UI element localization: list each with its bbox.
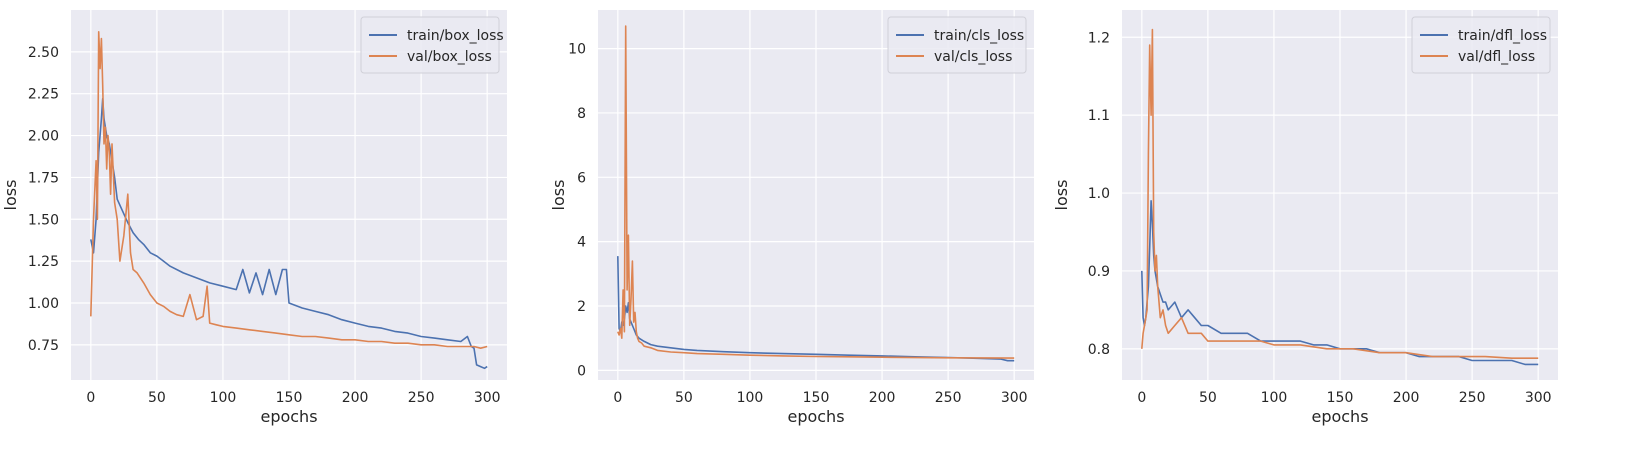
y-axis-label: loss — [1, 180, 20, 211]
legend-box — [1411, 16, 1551, 74]
x-tick-label: 200 — [1393, 390, 1420, 406]
series-line-val-dfl-loss — [1141, 28, 1539, 360]
legend: train/box_loss val/box_loss — [360, 16, 504, 74]
y-tick-label: 2.50 — [28, 45, 59, 61]
x-tick-label: 250 — [408, 390, 435, 406]
y-tick-label: 0.75 — [28, 338, 59, 354]
x-tick-label: 0 — [1137, 390, 1146, 406]
y-tick-label: 8 — [577, 106, 586, 122]
legend-box — [887, 16, 1027, 74]
x-tick-label: 50 — [148, 390, 166, 406]
y-tick-label: 0.9 — [1088, 264, 1110, 280]
y-tick-label: 1.25 — [28, 254, 59, 270]
x-tick-label: 50 — [1199, 390, 1217, 406]
y-tick-label: 0.8 — [1088, 342, 1110, 358]
y-tick-label: 1.75 — [28, 170, 59, 186]
y-tick-label: 6 — [577, 170, 586, 186]
x-tick-label: 150 — [1327, 390, 1354, 406]
x-tick-label: 0 — [613, 390, 622, 406]
legend: train/cls_loss val/cls_loss — [887, 16, 1027, 74]
x-tick-label: 200 — [342, 390, 369, 406]
legend: train/dfl_loss val/dfl_loss — [1411, 16, 1551, 74]
subplot-1: 0.75 1.00 1.25 1.50 1.75 2.00 2.25 2.50 0 50 100 15… — [1, 10, 507, 426]
y-tick-label: 1.2 — [1088, 30, 1110, 46]
y-tick-label: 2.00 — [28, 129, 59, 145]
legend-box — [360, 16, 500, 74]
legend-label: train/box_loss — [407, 28, 504, 44]
x-tick-label: 250 — [1459, 390, 1486, 406]
y-axis-label: loss — [1052, 180, 1071, 211]
x-axis-label: epochs — [1311, 407, 1368, 426]
y-tick-label: 0 — [577, 363, 586, 379]
y-tick-label: 2.25 — [28, 87, 59, 103]
x-tick-label: 100 — [210, 390, 237, 406]
legend-label: val/dfl_loss — [1458, 49, 1535, 65]
legend-label: val/cls_loss — [934, 49, 1012, 65]
x-tick-label: 250 — [935, 390, 962, 406]
x-tick-label: 100 — [737, 390, 764, 406]
subplot-3: 0.8 0.9 1.0 1.1 1.2 0 50 100 150 200 250 300 epochs l… — [1052, 10, 1558, 426]
x-axis-label: epochs — [260, 407, 317, 426]
x-tick-label: 200 — [869, 390, 896, 406]
y-tick-label: 4 — [577, 235, 586, 251]
x-tick-label: 50 — [675, 390, 693, 406]
y-tick-label: 1.0 — [1088, 186, 1110, 202]
legend-label: val/box_loss — [407, 49, 492, 65]
y-tick-label: 2 — [577, 299, 586, 315]
series-line-val-box-loss — [90, 30, 488, 350]
x-tick-label: 150 — [276, 390, 303, 406]
y-tick-label: 1.00 — [28, 296, 59, 312]
x-tick-label: 100 — [1261, 390, 1288, 406]
y-tick-label: 1.1 — [1088, 108, 1110, 124]
y-tick-label: 1.50 — [28, 212, 59, 228]
x-tick-label: 0 — [86, 390, 95, 406]
y-tick-label: 10 — [568, 42, 586, 58]
legend-label: train/dfl_loss — [1458, 28, 1547, 44]
x-axis-label: epochs — [787, 407, 844, 426]
series-line-val-cls-loss — [617, 25, 1015, 359]
x-tick-label: 300 — [474, 390, 501, 406]
y-axis-label: loss — [549, 180, 568, 211]
x-tick-label: 300 — [1001, 390, 1028, 406]
x-tick-label: 300 — [1525, 390, 1552, 406]
x-tick-label: 150 — [803, 390, 830, 406]
legend-label: train/cls_loss — [934, 28, 1024, 44]
